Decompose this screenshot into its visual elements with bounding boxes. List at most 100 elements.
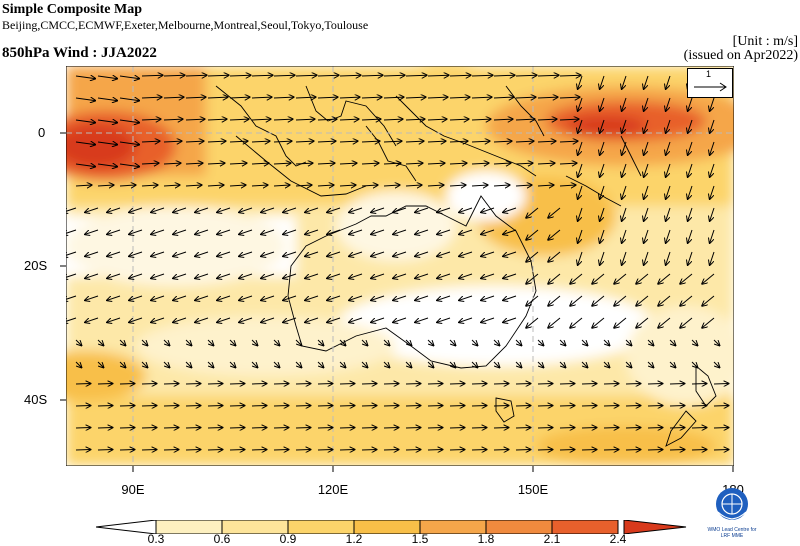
wind-arrow <box>625 361 631 367</box>
wind-arrow <box>393 273 407 278</box>
map-title: Simple Composite Map <box>2 2 142 17</box>
wind-arrow <box>471 163 489 164</box>
wmo-logo: WMO Lead Centre for LRF MME <box>704 486 760 542</box>
wind-arrow <box>437 207 451 212</box>
wind-arrow <box>349 317 363 322</box>
wind-arrow <box>459 207 473 212</box>
wind-arrow <box>371 229 385 234</box>
wind-arrow <box>207 361 213 367</box>
wind-arrow <box>688 163 693 177</box>
wind-arrow <box>273 141 292 142</box>
wind-arrow <box>239 207 253 212</box>
wind-arrow <box>75 361 81 367</box>
wind-arrow <box>622 185 627 199</box>
colorbar-label: 1.8 <box>477 532 495 546</box>
wind-arrow <box>141 185 158 186</box>
wind-arrow <box>317 428 332 429</box>
wind-arrow <box>600 207 605 221</box>
wind-arrow <box>217 251 231 256</box>
wind-arrow <box>295 361 301 367</box>
wind-arrow <box>437 295 451 300</box>
wind-arrow <box>647 339 653 345</box>
wind-arrow <box>405 384 420 385</box>
wind-arrow <box>666 97 671 111</box>
wind-arrow <box>273 428 288 429</box>
wind-arrow <box>537 185 554 186</box>
wind-arrow <box>349 229 363 234</box>
wind-arrow <box>666 119 671 133</box>
wind-arrow <box>600 119 605 133</box>
wind-arrow <box>710 185 715 199</box>
wind-arrow <box>107 317 121 322</box>
wind-arrow <box>405 361 411 367</box>
wind-arrow <box>141 119 161 120</box>
wind-arrow <box>317 185 334 186</box>
wind-arrow <box>163 163 181 164</box>
wind-arrow <box>644 207 649 221</box>
wind-arrow <box>75 384 90 385</box>
colorbar-label: 0.3 <box>147 532 165 546</box>
wind-arrow <box>97 428 112 429</box>
wind-arrow <box>383 361 389 367</box>
wind-arrow <box>317 384 332 385</box>
wind-arrow <box>339 450 354 451</box>
wind-arrow <box>119 450 134 451</box>
wind-arrow <box>537 428 552 429</box>
wind-arrow <box>666 207 671 221</box>
wind-arrow <box>578 119 583 133</box>
wind-arrow <box>317 339 323 345</box>
wind-arrow <box>691 406 706 407</box>
wind-arrow <box>273 97 294 98</box>
wind-arrow <box>283 207 297 212</box>
wind-arrow <box>261 317 275 322</box>
wind-arrow <box>405 75 427 76</box>
wind-arrow <box>713 339 719 345</box>
wind-arrow <box>305 295 319 300</box>
wind-arrow <box>427 406 442 407</box>
wind-arrow <box>361 97 382 98</box>
wind-arrow <box>163 339 169 345</box>
wind-arrow <box>349 273 363 278</box>
wind-arrow <box>207 97 228 98</box>
wind-arrow <box>229 450 244 451</box>
wind-arrow <box>295 406 310 407</box>
wind-arrow <box>644 163 649 177</box>
wind-arrow <box>471 97 492 98</box>
wind-arrow <box>680 317 693 328</box>
wind-arrow <box>603 384 618 385</box>
wind-arrow <box>229 428 244 429</box>
wind-arrow <box>666 251 671 265</box>
wind-arrow <box>393 207 407 212</box>
wind-arrow <box>66 207 77 212</box>
wind-arrow <box>515 141 534 142</box>
issued-label: (issued on Apr2022) <box>683 48 798 63</box>
wind-arrow <box>688 119 693 133</box>
wind-arrow <box>702 273 715 284</box>
wind-arrow <box>503 207 517 212</box>
wind-arrow <box>273 406 288 407</box>
wind-arrow <box>710 163 715 177</box>
wind-arrow <box>151 295 165 300</box>
wind-arrow <box>537 384 552 385</box>
wind-arrow <box>405 163 423 164</box>
wind-arrow <box>119 98 139 101</box>
wind-arrow <box>75 185 92 186</box>
wind-arrow <box>713 361 719 367</box>
wind-vectors <box>66 75 728 450</box>
wind-arrow <box>229 141 248 142</box>
wind-arrow <box>327 295 341 300</box>
wind-arrow <box>471 450 486 451</box>
wind-arrow <box>251 428 266 429</box>
wind-arrow <box>481 251 495 256</box>
wind-arrow <box>427 450 442 451</box>
wind-arrow <box>592 295 605 306</box>
wind-arrow <box>207 141 226 142</box>
wind-arrow <box>459 251 473 256</box>
wind-arrow <box>129 251 143 256</box>
wind-arrow <box>614 317 627 328</box>
wind-arrow <box>185 384 200 385</box>
wind-arrow <box>141 406 156 407</box>
wind-arrow <box>710 141 715 155</box>
wind-arrow <box>493 185 510 186</box>
wind-arrow <box>578 207 583 221</box>
